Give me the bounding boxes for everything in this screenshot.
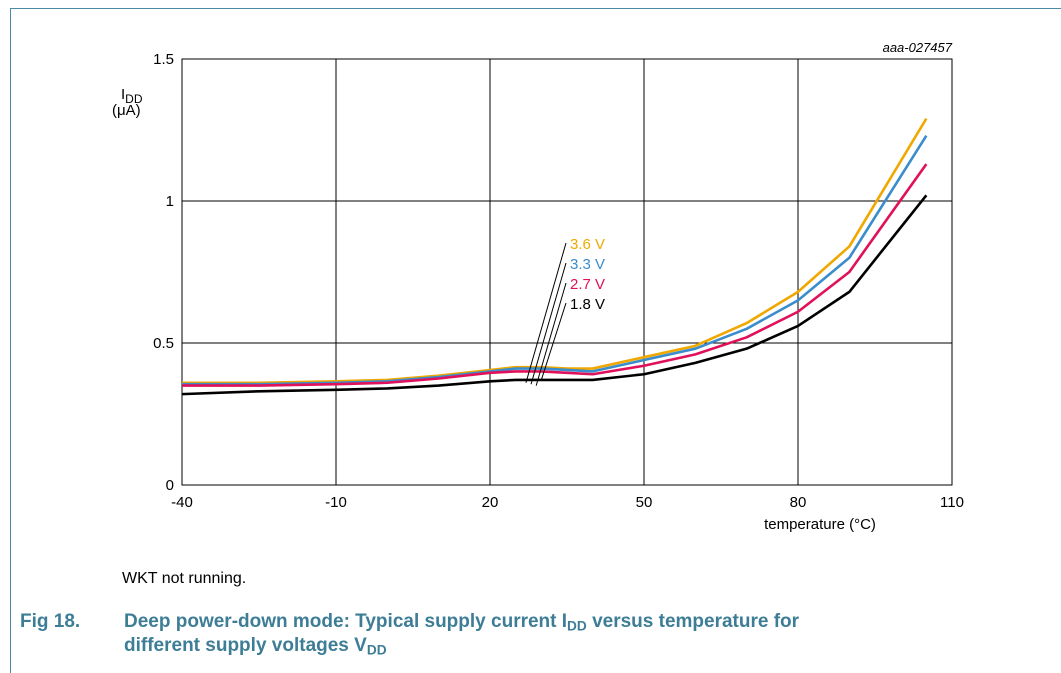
chart-grid	[181, 58, 953, 486]
caption-subscript-2: DD	[366, 642, 387, 658]
leader-line	[535, 282, 567, 386]
x-tick-label: 80	[790, 494, 807, 511]
series-line	[182, 117, 928, 385]
x-axis-label: temperature (°C)	[764, 516, 876, 533]
figure-note: WKT not running.	[122, 570, 247, 587]
series-leader-lines	[525, 242, 567, 386]
x-tick-label: -10	[325, 494, 347, 511]
series-label: 1.8 V	[570, 296, 605, 313]
plot-frame	[181, 58, 953, 486]
leader-line	[540, 302, 567, 381]
x-tick-label: 50	[636, 494, 653, 511]
series-label: 3.3 V	[570, 256, 605, 273]
caption-number: Fig 18.	[20, 611, 81, 632]
figure-caption: Fig 18. Deep power-down mode: Typical sup…	[20, 610, 1000, 658]
x-tick-label: 110	[940, 494, 964, 511]
y-tick-label: 1	[166, 193, 174, 210]
caption-subscript-1: DD	[567, 618, 587, 634]
caption-text-part3: different supply voltages V	[124, 635, 367, 656]
y-tick-label: 0	[166, 477, 174, 494]
caption-text-part1: Deep power-down mode: Typical supply cur…	[124, 611, 568, 632]
y-axis-label: IDD	[121, 86, 143, 106]
series-line	[182, 134, 928, 386]
leader-line	[525, 242, 567, 383]
series-line	[182, 163, 928, 387]
frame-top-border	[10, 8, 1061, 9]
supply-current-chart: -40 -10 20 50 80 110 0 0.5 1 1.5 3.6 V 3.3 V 2.7 V 1.…	[112, 40, 964, 533]
y-tick-label: 1.5	[153, 51, 174, 68]
y-axis-unit: (μA)	[112, 102, 141, 119]
caption-text-part2: versus temperature for	[586, 611, 800, 632]
series-label: 3.6 V	[570, 236, 605, 253]
figure-code: aaa-027457	[883, 40, 953, 55]
chart-labels: -40 -10 20 50 80 110 0 0.5 1 1.5 3.6 V 3.3 V 2.7 V 1.…	[112, 40, 964, 533]
series-line	[181, 194, 928, 396]
x-tick-label: -40	[171, 494, 193, 511]
y-tick-label: 0.5	[153, 335, 174, 352]
x-tick-label: 20	[482, 494, 499, 511]
frame-left-border	[10, 8, 11, 673]
leader-line	[530, 262, 567, 385]
series-label: 2.7 V	[570, 276, 605, 293]
chart-series	[181, 117, 928, 396]
